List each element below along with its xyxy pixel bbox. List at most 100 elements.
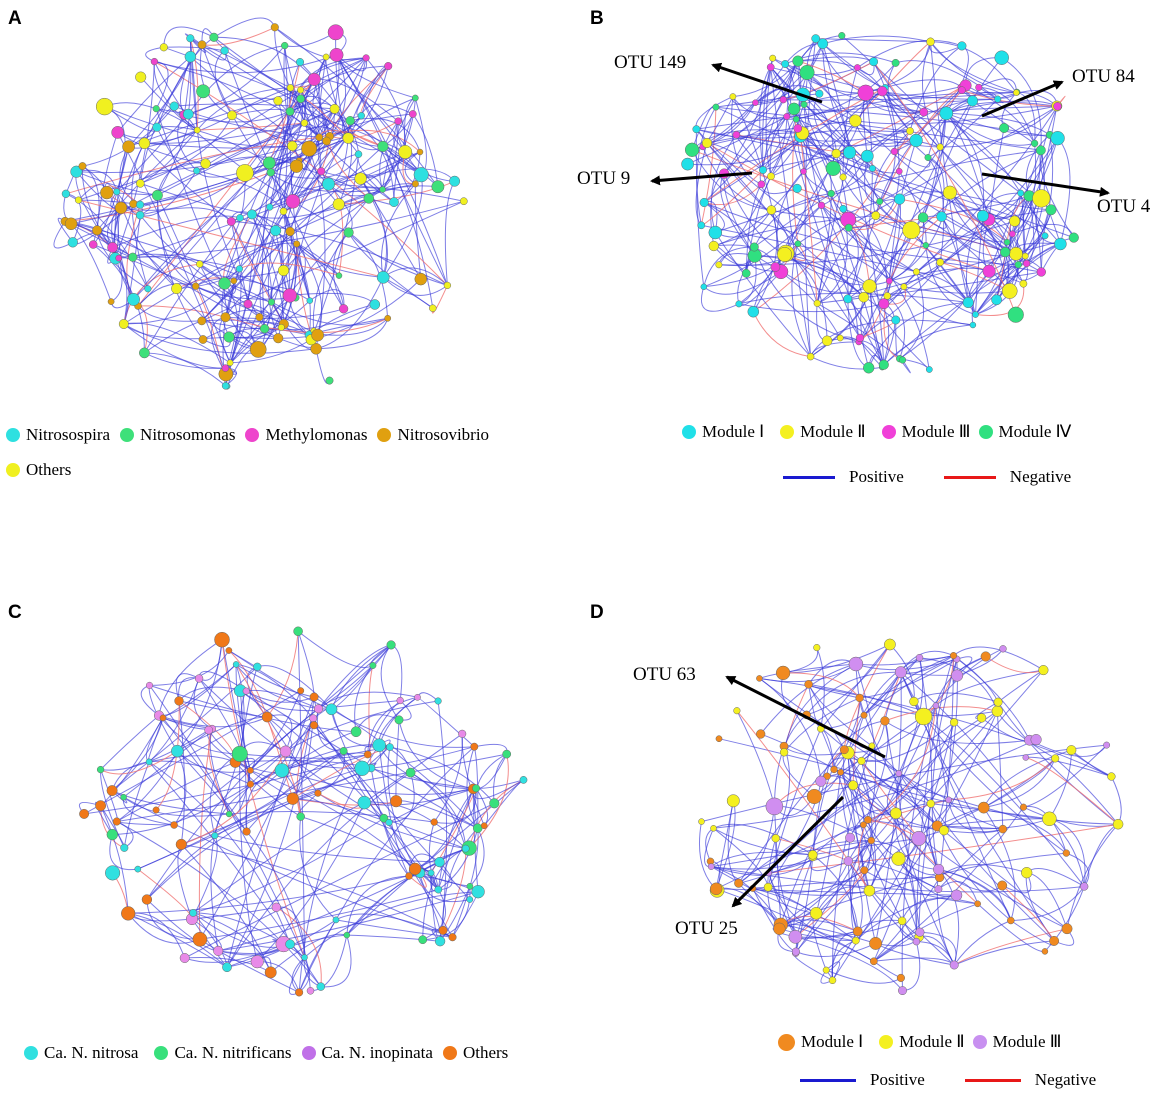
network-node <box>1022 754 1030 761</box>
network-node <box>999 645 1007 653</box>
legend-d-item: Module Ⅰ <box>778 1032 863 1052</box>
network-node <box>958 86 966 95</box>
network-node <box>313 704 324 714</box>
network-node <box>394 117 402 125</box>
positive-edge <box>833 769 938 827</box>
positive-edge <box>922 41 941 148</box>
network-node <box>88 240 98 249</box>
network-node <box>225 810 233 818</box>
network-node <box>747 305 760 318</box>
network-node <box>895 167 903 175</box>
network-node <box>389 197 399 207</box>
positive-line-icon <box>800 1078 856 1082</box>
network-node <box>933 863 945 875</box>
positive-edge <box>120 172 246 211</box>
network-node <box>152 806 160 814</box>
network-node <box>710 825 717 832</box>
positive-edge <box>325 56 349 139</box>
network-node <box>993 697 1003 707</box>
network-node <box>413 167 429 183</box>
positive-edge <box>444 180 456 286</box>
legend-dot-icon <box>881 425 896 439</box>
positive-edge <box>716 888 875 962</box>
network-node <box>255 313 264 322</box>
network-node <box>170 821 178 829</box>
network-node <box>884 638 896 651</box>
network-node <box>1007 306 1024 323</box>
negative-edge <box>835 86 962 154</box>
positive-edge <box>317 56 327 172</box>
network-node <box>106 785 118 797</box>
network-node <box>867 836 875 845</box>
positive-edge <box>178 700 185 845</box>
positive-edge <box>296 243 323 336</box>
network-node <box>919 107 929 117</box>
network-node <box>839 173 847 181</box>
network-node <box>459 197 468 206</box>
network-node <box>999 123 1010 133</box>
network-node <box>1035 145 1046 156</box>
network-node <box>223 331 235 343</box>
positive-edge <box>422 889 446 941</box>
positive-edge <box>938 868 1012 921</box>
positive-edge <box>181 843 453 938</box>
network-node <box>270 225 282 237</box>
network-node <box>811 34 821 43</box>
network-node <box>197 316 207 326</box>
positive-edge <box>224 56 327 284</box>
positive-edge <box>816 193 832 304</box>
network-node <box>243 299 253 309</box>
positive-edge <box>316 318 389 350</box>
network-node <box>376 270 390 284</box>
positive-edge <box>123 323 226 369</box>
network-node <box>311 328 324 342</box>
network-diagram-c <box>79 626 528 997</box>
network-node <box>925 366 933 373</box>
legend-dot-icon <box>245 428 260 442</box>
network-node <box>1003 238 1011 246</box>
positive-edge <box>953 646 1044 671</box>
network-node <box>1049 935 1060 946</box>
positive-edge <box>137 79 315 307</box>
network-node <box>788 929 803 944</box>
positive-edge <box>149 685 305 958</box>
network-node <box>1032 189 1051 208</box>
network-node <box>297 86 305 94</box>
legend-a-row2: Others <box>6 460 81 480</box>
network-node <box>95 800 107 812</box>
network-node <box>193 126 201 134</box>
legend-a-item: Methylomonas <box>245 425 367 445</box>
positive-edge <box>176 639 223 752</box>
positive-edge <box>382 97 416 190</box>
positive-edge <box>703 246 755 287</box>
positive-edge <box>360 178 387 278</box>
positive-edge <box>848 171 900 229</box>
network-node <box>394 715 404 725</box>
positive-edge <box>228 650 332 710</box>
network-node <box>1103 741 1111 749</box>
positive-edge <box>738 303 885 313</box>
positive-edge <box>815 886 870 914</box>
network-node <box>286 792 299 805</box>
positive-edge <box>280 231 297 328</box>
network-node <box>828 976 837 985</box>
positive-edge <box>221 639 251 785</box>
positive-edge <box>840 772 945 831</box>
network-node <box>843 145 857 159</box>
positive-edge <box>706 63 786 144</box>
network-node <box>429 304 437 312</box>
positive-edge <box>104 106 293 148</box>
positive-edge <box>773 806 782 925</box>
positive-edge <box>815 772 842 914</box>
network-node <box>443 281 452 290</box>
positive-edge <box>218 891 479 952</box>
positive-edge <box>149 760 251 785</box>
negative-edge <box>338 180 455 205</box>
positive-edge <box>281 317 389 336</box>
network-node <box>309 692 319 702</box>
network-node <box>862 279 877 294</box>
positive-edge <box>364 733 463 804</box>
network-node <box>733 707 741 715</box>
network-node <box>362 54 370 62</box>
positive-edge <box>711 840 872 868</box>
